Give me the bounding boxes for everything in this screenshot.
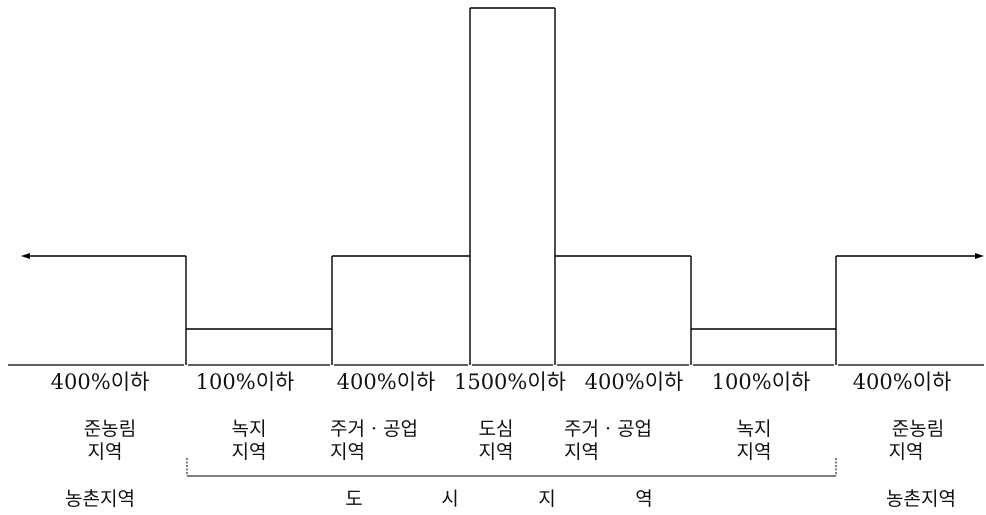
zone-label-7-line1: 준농림 [892, 418, 944, 440]
zone-label-5-line1: 주거 · 공업 [564, 418, 652, 440]
zone-label-4-line2: 지역 [479, 441, 514, 463]
zone-label-6-line1: 녹지 [737, 418, 772, 440]
urban-area-char-3: 지 [538, 488, 555, 510]
zone-label-4-line1: 도심 [479, 418, 514, 440]
zone-label-2-line2: 지역 [232, 441, 267, 463]
rate-label-2: 100%이하 [196, 370, 295, 394]
urban-area-char-1: 도 [345, 488, 362, 510]
rural-area-label-left: 농촌지역 [65, 488, 135, 510]
urban-area-bracket [186, 458, 837, 477]
zone-label-1-line2: 지역 [88, 441, 123, 463]
rate-label-6: 100%이하 [712, 370, 811, 394]
zone-label-3-line2: 지역 [330, 441, 365, 463]
rural-area-label-right: 농촌지역 [886, 488, 956, 510]
rate-label-3: 400%이하 [337, 370, 436, 394]
zone-label-2-line1: 녹지 [232, 418, 267, 440]
rate-label-5: 400%이하 [585, 370, 684, 394]
zone-label-7-line2: 지역 [889, 441, 924, 463]
zone-label-5-line2: 지역 [564, 441, 599, 463]
zone-label-1-line1: 준농림 [84, 418, 136, 440]
zone-label-3-line1: 주거 · 공업 [330, 418, 418, 440]
left-arrow-icon [21, 253, 30, 259]
zone-label-6-line2: 지역 [737, 441, 772, 463]
rate-label-1: 400%이하 [51, 370, 150, 394]
right-arrow-icon [975, 253, 984, 259]
step-profile [21, 7, 984, 365]
rate-label-7: 400%이하 [853, 370, 952, 394]
urban-area-char-2: 시 [441, 488, 458, 510]
urban-area-char-4: 역 [635, 488, 652, 510]
rate-label-4: 1500%이하 [454, 370, 566, 394]
